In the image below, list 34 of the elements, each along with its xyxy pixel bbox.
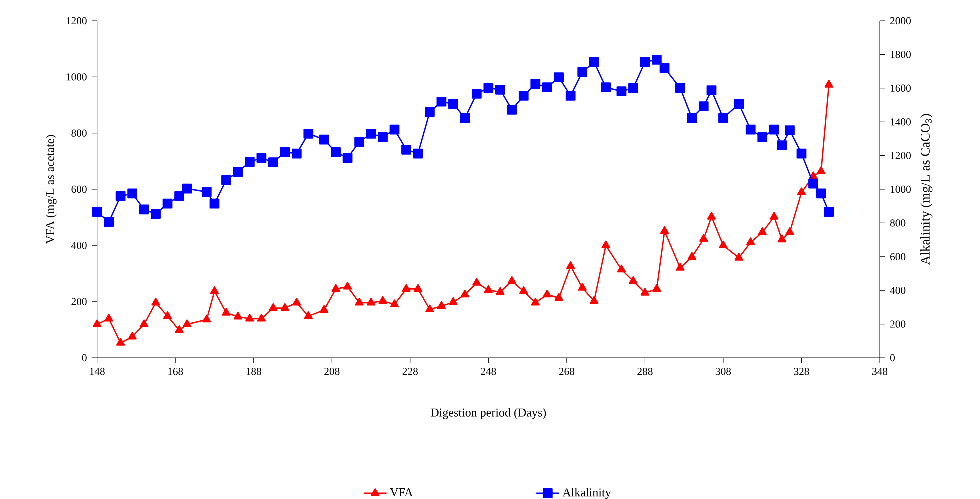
x-tick-label: 188 [246,368,262,376]
x-tick-label: 348 [872,368,888,376]
x-axis-title: Digestion period (Days) [431,408,546,420]
y-axis-title: VFA (mg/L as acetate) [46,135,57,244]
x-tick-label: 168 [168,368,184,376]
x-tick-label: 148 [90,368,105,376]
y-tick-label: 1000 [66,74,87,81]
y-tick-label: 600 [72,186,87,194]
y2-tick-label: 1200 [891,152,911,160]
x-tick-label: 228 [402,368,418,376]
y2-tick-label: 600 [890,253,906,260]
y2-tick-label: 200 [890,320,906,328]
x-tick-label: 308 [716,368,732,376]
y2-tick-label: 0 [890,354,895,362]
x-tick-label: 208 [324,368,340,376]
y-tick-label: 400 [71,242,87,250]
x-tick-label: 248 [481,368,496,376]
y2-tick-label: 400 [890,287,906,294]
x-tick-label: 288 [638,368,653,376]
y2-tick-label: 1800 [891,51,911,58]
y-tick-label: 1200 [66,17,87,25]
y2-tick-label: 1600 [891,84,911,92]
y2-tick-label: 2000 [890,17,911,25]
y2-axis-title: Alkalinity (mg/L as CaCO$_{3}$) [920,114,933,266]
y-tick-label: 0 [82,354,87,362]
x-tick-label: 268 [559,368,575,376]
y2-tick-label: 1000 [891,186,911,194]
x-tick-label: 328 [794,368,810,376]
y-tick-label: 200 [72,298,87,306]
y2-tick-label: 1400 [891,118,911,126]
y2-tick-label: 800 [890,220,906,227]
y-tick-label: 800 [72,130,87,137]
legend-label: VFA [390,488,414,497]
legend-label: Alkalinity [562,488,612,499]
